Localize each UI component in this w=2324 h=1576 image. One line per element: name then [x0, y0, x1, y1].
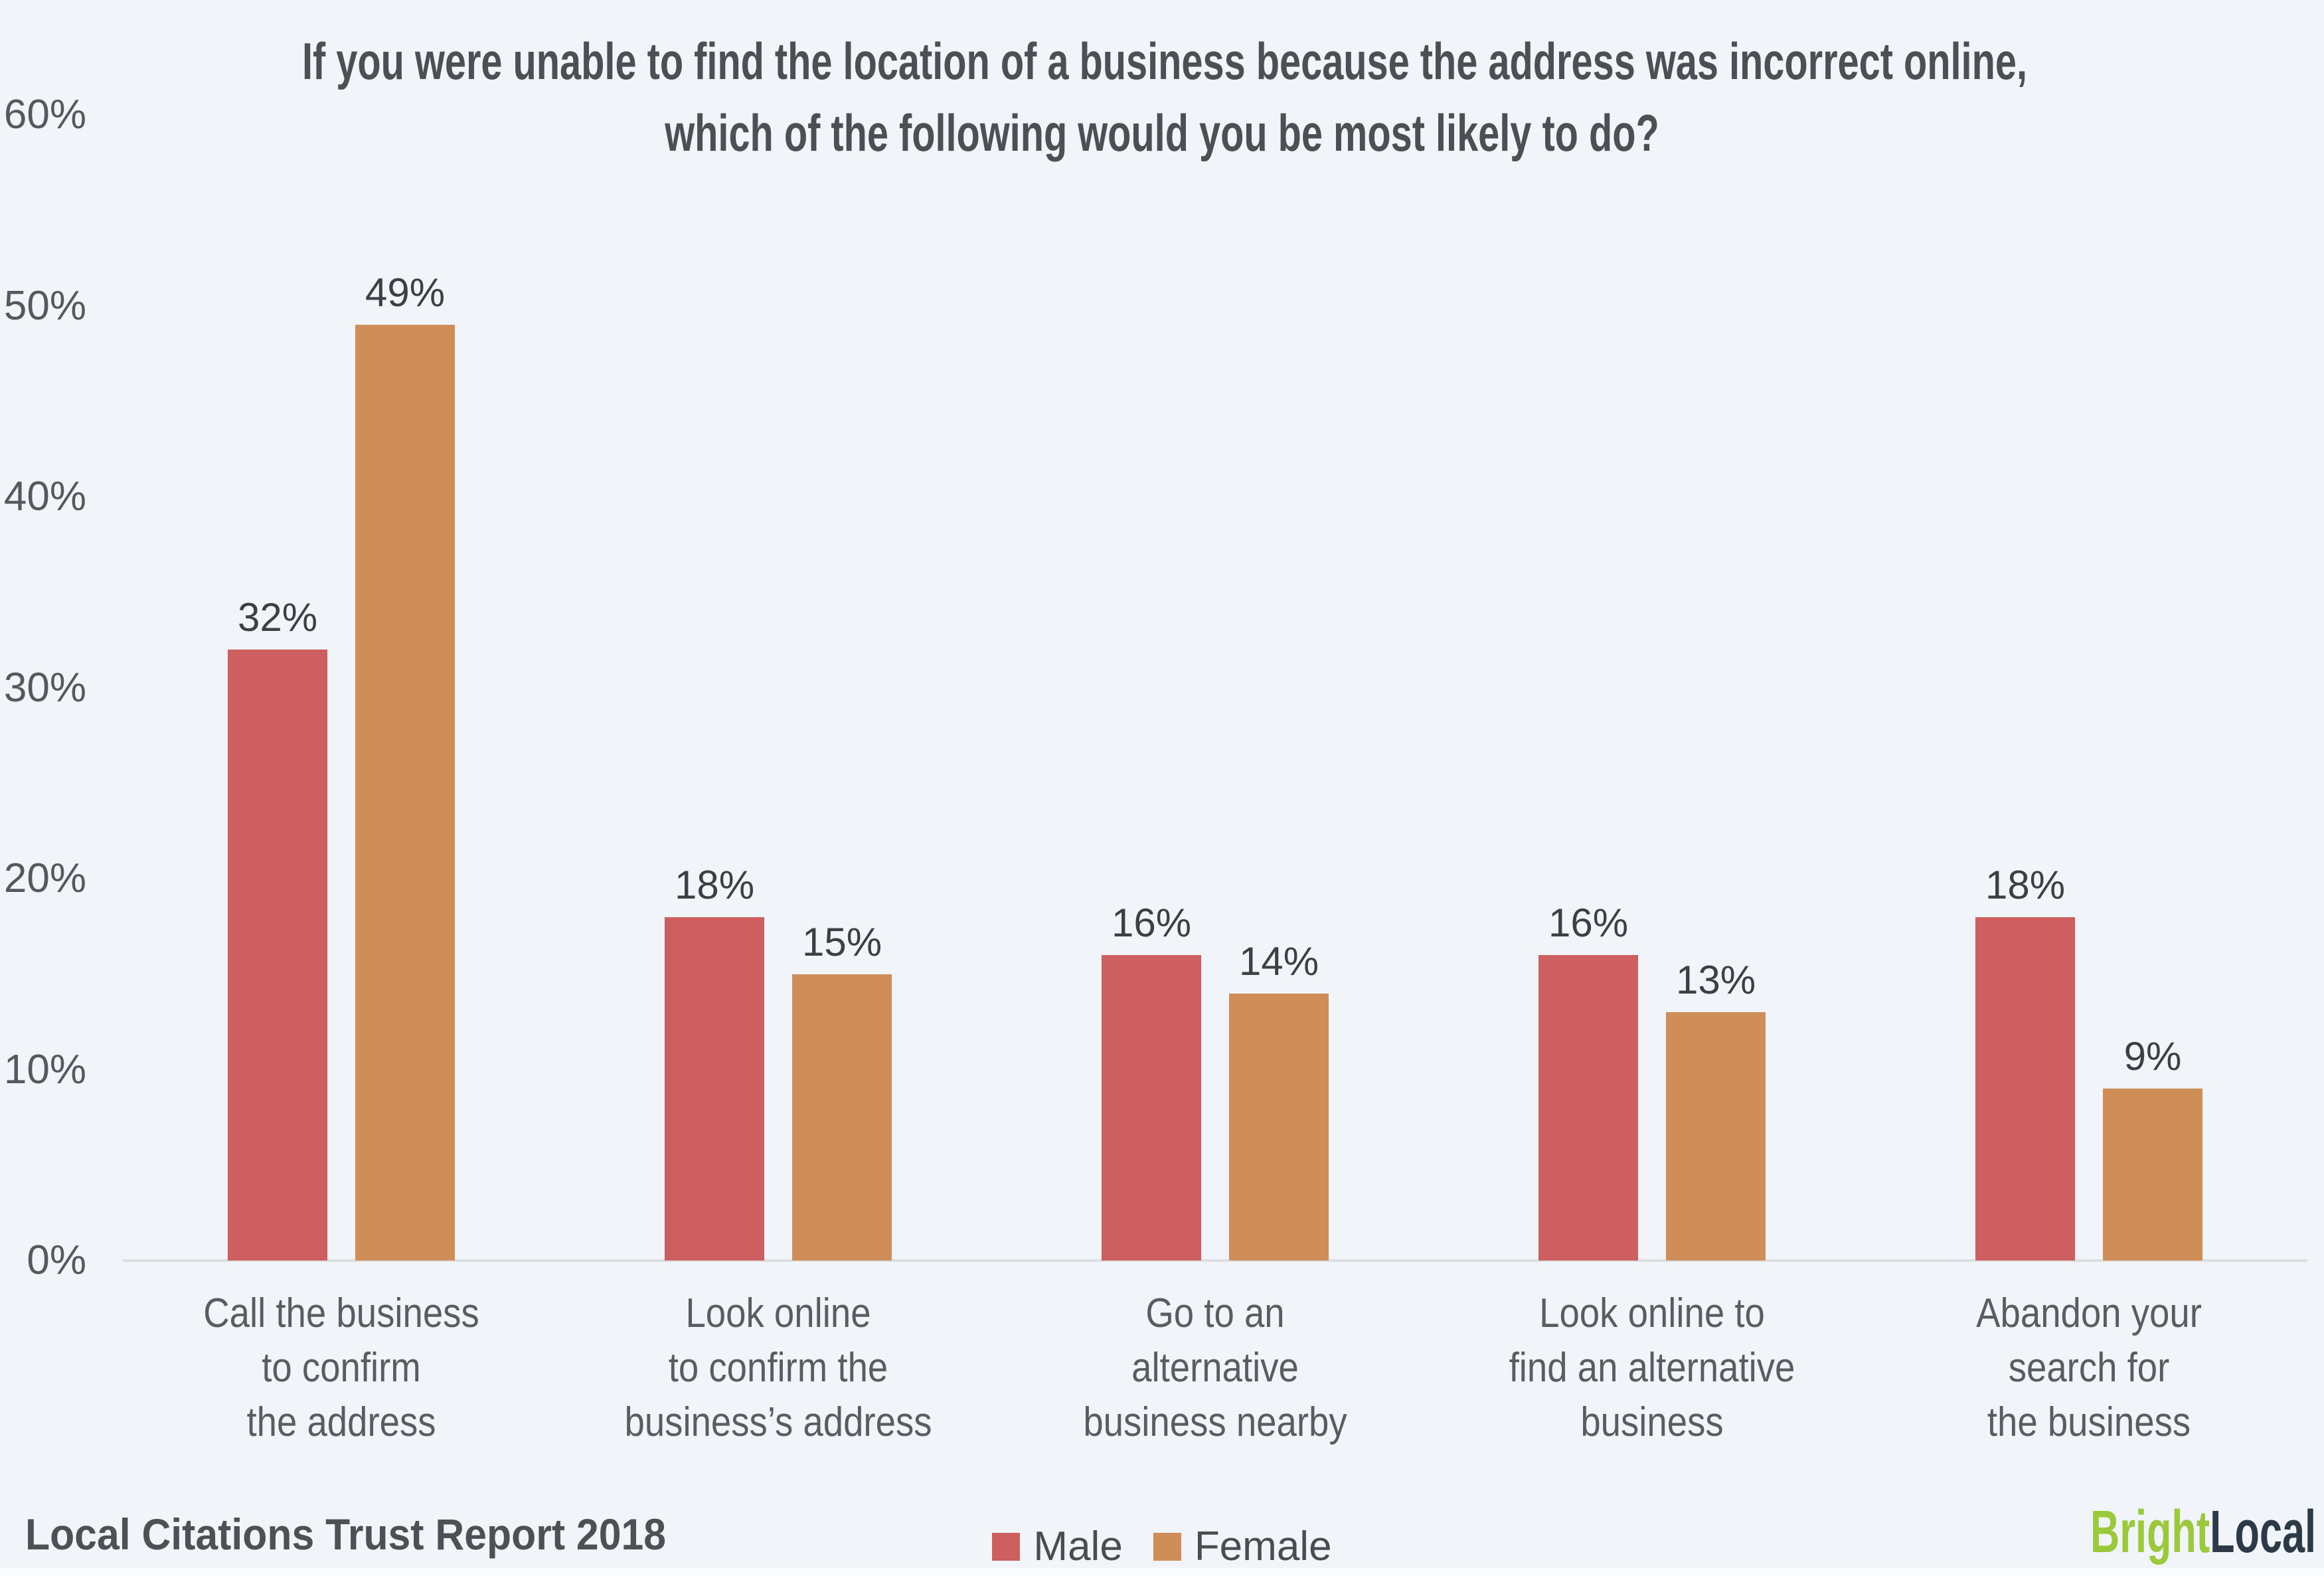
bar-value-label: 16% — [1111, 901, 1192, 945]
y-tick-30: 30% — [3, 664, 86, 711]
bar-male-4: 16% — [1538, 901, 1638, 1261]
bar-male-5: 18% — [1975, 863, 2075, 1261]
bar-group-2: 18% 15% — [560, 0, 997, 1261]
bar-group-4: 16% 13% — [1434, 0, 1870, 1261]
y-tick-20: 20% — [3, 855, 86, 901]
category-label-1: Call the business to confirm the address — [203, 1290, 479, 1445]
legend-item-male: Male — [992, 1523, 1123, 1570]
x-axis-line — [123, 1259, 2307, 1262]
y-tick-50: 50% — [3, 282, 86, 329]
category-label-4: Look online to find an alternative busin… — [1509, 1290, 1795, 1445]
category-label-5: Abandon your search for the business — [1976, 1290, 2202, 1445]
bar-male-1: 32% — [228, 595, 327, 1261]
y-tick-0: 0% — [27, 1237, 86, 1283]
bar-value-label: 15% — [801, 919, 882, 964]
bar-group-1: 32% 49% — [123, 0, 560, 1261]
bar-value-label: 13% — [1675, 958, 1756, 1003]
chart-title: If you were unable to find the location … — [0, 25, 2324, 169]
legend-item-female: Female — [1153, 1523, 1332, 1570]
bar-male-3: 16% — [1102, 901, 1201, 1261]
legend-female-swatch — [1153, 1532, 1181, 1561]
legend-male-label: Male — [1033, 1524, 1123, 1569]
bar-value-label: 18% — [1985, 862, 2066, 907]
bar-value-label: 14% — [1238, 938, 1319, 984]
legend-female-label: Female — [1194, 1524, 1332, 1569]
bar-female-5: 9% — [2103, 1034, 2202, 1261]
bar-female-2: 15% — [792, 920, 892, 1261]
bar-value-label: 32% — [237, 595, 318, 640]
bar-group-5: 18% 9% — [1870, 0, 2307, 1261]
y-tick-60: 60% — [3, 92, 86, 137]
legend-male-swatch — [992, 1532, 1021, 1561]
legend: Male Female — [0, 1523, 2324, 1570]
bar-value-label: 9% — [2123, 1034, 2182, 1079]
bar-group-3: 16% 14% — [997, 0, 1434, 1261]
y-tick-40: 40% — [3, 474, 86, 519]
brightlocal-logo: BrightLocal — [2090, 1496, 2316, 1569]
bar-female-3: 14% — [1229, 939, 1329, 1261]
y-tick-10: 10% — [3, 1046, 86, 1093]
logo-local-text: Local — [2210, 1499, 2316, 1565]
plot-area: 32% 49% 18% 15% 16% 14% 16% 13% 18% 9% — [123, 0, 2307, 1261]
category-label-3: Go to an alternative business nearby — [1083, 1290, 1347, 1445]
bar-value-label: 18% — [674, 862, 755, 907]
bar-value-label: 49% — [365, 270, 446, 315]
bar-male-2: 18% — [665, 863, 764, 1261]
category-label-2: Look online to confirm the business’s ad… — [624, 1290, 932, 1445]
bar-value-label: 16% — [1548, 901, 1629, 945]
bottom-edge-strip — [0, 1568, 2324, 1576]
bar-female-1: 49% — [355, 270, 455, 1261]
chart-title-line-2: which of the following would you be most… — [665, 104, 1659, 162]
chart-title-line-1: If you were unable to find the location … — [302, 32, 2028, 90]
category-labels: Call the business to confirm the address… — [123, 1286, 2307, 1450]
bar-female-4: 13% — [1666, 958, 1766, 1261]
source-label: Local Citations Trust Report 2018 — [25, 1510, 667, 1559]
logo-bright-text: Bright — [2090, 1499, 2210, 1565]
